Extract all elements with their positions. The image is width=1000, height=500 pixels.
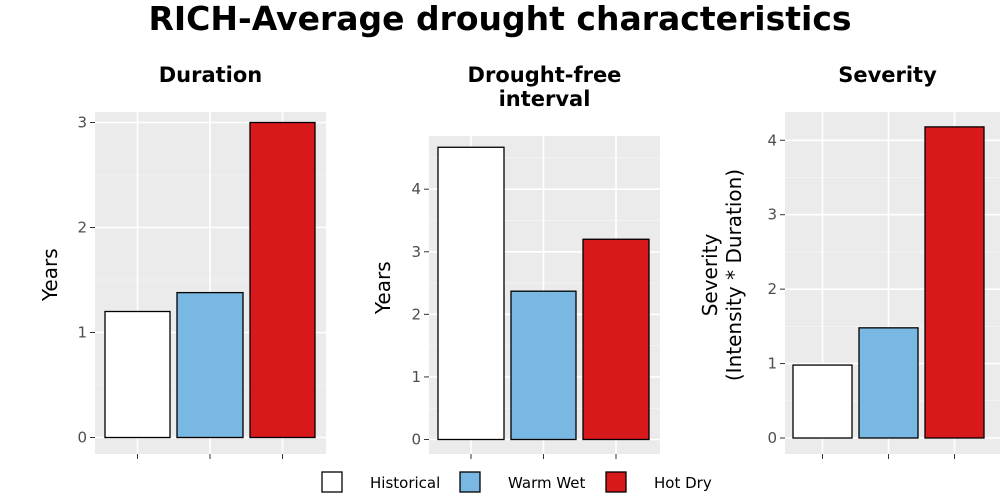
y-tick-label: 2 bbox=[411, 305, 421, 323]
bar-warm-wet bbox=[858, 327, 919, 439]
y-tick-label: 1 bbox=[767, 355, 777, 373]
bar-warm-wet bbox=[510, 290, 577, 441]
chart-title: RICH-Average drought characteristics bbox=[148, 0, 852, 38]
bar-historical bbox=[437, 146, 505, 441]
y-tick-label: 1 bbox=[77, 324, 87, 342]
legend-item-historical: Historical bbox=[321, 471, 440, 493]
panel-title: Drought-free bbox=[468, 63, 622, 87]
panel-title: interval bbox=[499, 87, 591, 111]
panel-3: 0 1 2 3 4 Severity Severity(Intensity * Durati… bbox=[698, 63, 1000, 459]
legend-swatch bbox=[321, 471, 343, 493]
chart-panels: 0 1 2 3 Duration Years 0 1 2 3 4 Drought-freeinterv… bbox=[38, 63, 1000, 459]
y-tick-label: 2 bbox=[77, 219, 87, 237]
legend-label: Warm Wet bbox=[508, 474, 586, 492]
legend-label: Historical bbox=[370, 474, 440, 492]
y-axis-label: Years bbox=[38, 248, 62, 302]
bar-historical bbox=[792, 364, 853, 439]
y-tick-label: 2 bbox=[767, 280, 777, 298]
y-tick-label: 0 bbox=[411, 431, 421, 449]
legend-item-hot-dry: Hot Dry bbox=[605, 471, 712, 493]
y-axis-label: Years bbox=[371, 261, 395, 315]
panel-title: Severity bbox=[838, 63, 937, 87]
panel-title: Duration bbox=[159, 63, 263, 87]
bar-hot-dry bbox=[582, 238, 650, 441]
bar-historical bbox=[104, 310, 171, 439]
y-tick-label: 4 bbox=[411, 180, 421, 198]
y-tick-label: 3 bbox=[767, 206, 777, 224]
y-axis-label: Severity(Intensity * Duration) bbox=[698, 169, 746, 381]
panel-1: 0 1 2 3 Duration Years bbox=[38, 63, 326, 459]
y-tick-label: 1 bbox=[411, 368, 421, 386]
y-tick-label: 3 bbox=[77, 114, 87, 132]
y-tick-label: 3 bbox=[411, 243, 421, 261]
legend-item-warm-wet: Warm Wet bbox=[459, 471, 586, 493]
y-tick-label: 0 bbox=[767, 429, 777, 447]
bar-hot-dry bbox=[249, 121, 316, 439]
bar-warm-wet bbox=[176, 291, 244, 439]
y-tick-label: 0 bbox=[77, 429, 87, 447]
legend-swatch bbox=[605, 471, 627, 493]
legend: Historical Warm Wet Hot Dry bbox=[321, 471, 712, 493]
legend-swatch bbox=[459, 471, 481, 493]
legend-label: Hot Dry bbox=[654, 474, 712, 492]
y-tick-label: 4 bbox=[767, 131, 777, 149]
bar-hot-dry bbox=[924, 126, 985, 439]
